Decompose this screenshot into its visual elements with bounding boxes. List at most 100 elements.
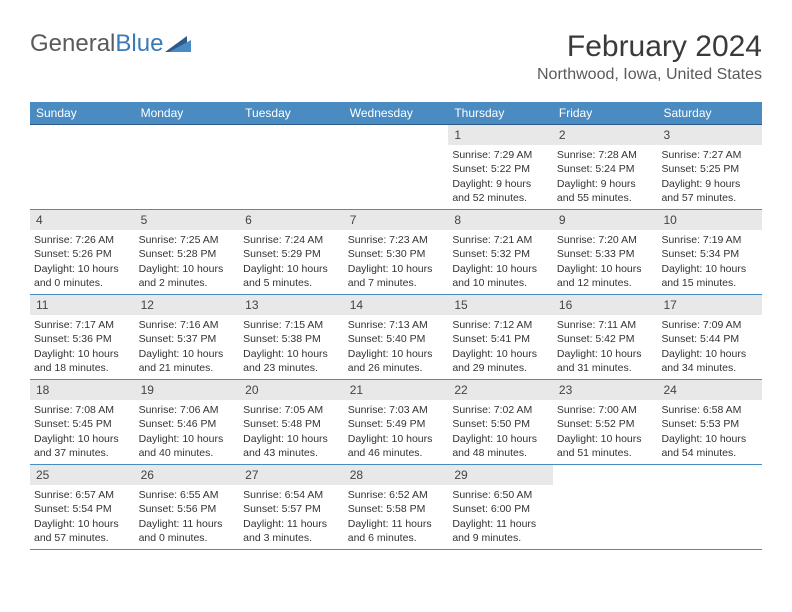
day-info-line: Daylight: 10 hours	[34, 262, 131, 276]
day-info-line: Sunrise: 6:52 AM	[348, 488, 445, 502]
day-body: Sunrise: 7:09 AMSunset: 5:44 PMDaylight:…	[657, 318, 762, 379]
day-info-line: Sunrise: 7:15 AM	[243, 318, 340, 332]
day-info-line: and 46 minutes.	[348, 446, 445, 460]
day-body: Sunrise: 7:29 AMSunset: 5:22 PMDaylight:…	[448, 148, 553, 209]
day-number: 25	[30, 465, 135, 485]
day-info-line: Sunrise: 7:27 AM	[661, 148, 758, 162]
calendar-week-row: 11Sunrise: 7:17 AMSunset: 5:36 PMDayligh…	[30, 295, 762, 380]
day-info-line: Sunset: 5:58 PM	[348, 502, 445, 516]
day-info-line: and 48 minutes.	[452, 446, 549, 460]
day-info-line: Sunset: 5:50 PM	[452, 417, 549, 431]
calendar-day-cell: 20Sunrise: 7:05 AMSunset: 5:48 PMDayligh…	[239, 380, 344, 464]
day-info-line: and 51 minutes.	[557, 446, 654, 460]
day-info-line: Sunrise: 7:29 AM	[452, 148, 549, 162]
day-info-line: Sunset: 5:34 PM	[661, 247, 758, 261]
day-info-line: and 18 minutes.	[34, 361, 131, 375]
day-info-line: Sunrise: 7:06 AM	[139, 403, 236, 417]
day-body: Sunrise: 7:23 AMSunset: 5:30 PMDaylight:…	[344, 233, 449, 294]
weekday-header: Wednesday	[344, 102, 449, 124]
day-info-line: Sunrise: 7:26 AM	[34, 233, 131, 247]
calendar-day-cell: 11Sunrise: 7:17 AMSunset: 5:36 PMDayligh…	[30, 295, 135, 379]
calendar-body: ....1Sunrise: 7:29 AMSunset: 5:22 PMDayl…	[30, 125, 762, 550]
location: Northwood, Iowa, United States	[537, 66, 762, 84]
day-info-line: and 7 minutes.	[348, 276, 445, 290]
day-body: Sunrise: 7:11 AMSunset: 5:42 PMDaylight:…	[553, 318, 658, 379]
day-info-line: Sunrise: 7:16 AM	[139, 318, 236, 332]
day-body: Sunrise: 7:27 AMSunset: 5:25 PMDaylight:…	[657, 148, 762, 209]
day-info-line: Sunrise: 7:28 AM	[557, 148, 654, 162]
day-info-line: and 15 minutes.	[661, 276, 758, 290]
day-info-line: Sunrise: 7:13 AM	[348, 318, 445, 332]
day-info-line: Daylight: 11 hours	[139, 517, 236, 531]
day-body: Sunrise: 7:08 AMSunset: 5:45 PMDaylight:…	[30, 403, 135, 464]
day-info-line: Daylight: 10 hours	[661, 347, 758, 361]
day-body: Sunrise: 7:25 AMSunset: 5:28 PMDaylight:…	[135, 233, 240, 294]
day-info-line: Daylight: 10 hours	[557, 262, 654, 276]
day-info-line: Sunrise: 6:55 AM	[139, 488, 236, 502]
calendar-day-cell: .	[344, 125, 449, 209]
day-info-line: Daylight: 11 hours	[452, 517, 549, 531]
day-info-line: Sunset: 5:41 PM	[452, 332, 549, 346]
calendar-day-cell: 3 Sunrise: 7:27 AMSunset: 5:25 PMDaylight…	[657, 125, 762, 209]
day-info-line: Sunset: 5:42 PM	[557, 332, 654, 346]
logo-triangle-icon	[165, 34, 191, 54]
day-info-line: and 57 minutes.	[661, 191, 758, 205]
day-info-line: Daylight: 10 hours	[139, 262, 236, 276]
calendar-day-cell: 26Sunrise: 6:55 AMSunset: 5:56 PMDayligh…	[135, 465, 240, 549]
day-number: 19	[135, 380, 240, 400]
day-body: Sunrise: 7:20 AMSunset: 5:33 PMDaylight:…	[553, 233, 658, 294]
day-info-line: Sunset: 5:25 PM	[661, 162, 758, 176]
calendar-day-cell: .	[135, 125, 240, 209]
month-title: February 2024	[537, 30, 762, 64]
calendar-day-cell: .	[239, 125, 344, 209]
day-info-line: Daylight: 10 hours	[34, 432, 131, 446]
day-number: 11	[30, 295, 135, 315]
day-body: Sunrise: 6:58 AMSunset: 5:53 PMDaylight:…	[657, 403, 762, 464]
calendar-day-cell: 29Sunrise: 6:50 AMSunset: 6:00 PMDayligh…	[448, 465, 553, 549]
calendar-day-cell: 24Sunrise: 6:58 AMSunset: 5:53 PMDayligh…	[657, 380, 762, 464]
calendar-day-cell: 8Sunrise: 7:21 AMSunset: 5:32 PMDaylight…	[448, 210, 553, 294]
day-number: 3	[657, 125, 762, 145]
day-info-line: Sunset: 5:52 PM	[557, 417, 654, 431]
calendar-day-cell: 12Sunrise: 7:16 AMSunset: 5:37 PMDayligh…	[135, 295, 240, 379]
day-info-line: Daylight: 10 hours	[452, 432, 549, 446]
day-info-line: Sunset: 5:22 PM	[452, 162, 549, 176]
day-info-line: Sunset: 5:45 PM	[34, 417, 131, 431]
day-info-line: Daylight: 9 hours	[557, 177, 654, 191]
calendar-day-cell: .	[30, 125, 135, 209]
day-info-line: and 9 minutes.	[452, 531, 549, 545]
day-info-line: and 0 minutes.	[34, 276, 131, 290]
calendar-day-cell: 23Sunrise: 7:00 AMSunset: 5:52 PMDayligh…	[553, 380, 658, 464]
day-body: Sunrise: 7:13 AMSunset: 5:40 PMDaylight:…	[344, 318, 449, 379]
day-info-line: and 57 minutes.	[34, 531, 131, 545]
day-info-line: Sunset: 5:54 PM	[34, 502, 131, 516]
day-number: 28	[344, 465, 449, 485]
calendar-day-cell: 19Sunrise: 7:06 AMSunset: 5:46 PMDayligh…	[135, 380, 240, 464]
day-info-line: Daylight: 11 hours	[243, 517, 340, 531]
day-info-line: Sunset: 5:26 PM	[34, 247, 131, 261]
day-info-line: Daylight: 10 hours	[557, 432, 654, 446]
calendar-week-row: 18Sunrise: 7:08 AMSunset: 5:45 PMDayligh…	[30, 380, 762, 465]
day-info-line: and 6 minutes.	[348, 531, 445, 545]
day-number: 10	[657, 210, 762, 230]
logo-word1: General	[30, 30, 115, 57]
calendar-day-cell: 14Sunrise: 7:13 AMSunset: 5:40 PMDayligh…	[344, 295, 449, 379]
calendar: Sunday Monday Tuesday Wednesday Thursday…	[30, 102, 762, 550]
calendar-day-cell: 7Sunrise: 7:23 AMSunset: 5:30 PMDaylight…	[344, 210, 449, 294]
weekday-header: Monday	[135, 102, 240, 124]
day-info-line: and 54 minutes.	[661, 446, 758, 460]
calendar-day-cell: 17Sunrise: 7:09 AMSunset: 5:44 PMDayligh…	[657, 295, 762, 379]
calendar-day-cell: 10Sunrise: 7:19 AMSunset: 5:34 PMDayligh…	[657, 210, 762, 294]
day-info-line: Sunset: 5:53 PM	[661, 417, 758, 431]
calendar-day-cell: 5Sunrise: 7:25 AMSunset: 5:28 PMDaylight…	[135, 210, 240, 294]
day-info-line: Sunrise: 7:23 AM	[348, 233, 445, 247]
calendar-day-cell: 9Sunrise: 7:20 AMSunset: 5:33 PMDaylight…	[553, 210, 658, 294]
day-info-line: Sunrise: 7:25 AM	[139, 233, 236, 247]
day-info-line: Daylight: 11 hours	[348, 517, 445, 531]
day-info-line: Sunset: 5:48 PM	[243, 417, 340, 431]
day-number: 1	[448, 125, 553, 145]
calendar-day-cell: 4Sunrise: 7:26 AMSunset: 5:26 PMDaylight…	[30, 210, 135, 294]
day-body: Sunrise: 7:02 AMSunset: 5:50 PMDaylight:…	[448, 403, 553, 464]
day-info-line: Sunset: 5:57 PM	[243, 502, 340, 516]
day-body: Sunrise: 7:24 AMSunset: 5:29 PMDaylight:…	[239, 233, 344, 294]
